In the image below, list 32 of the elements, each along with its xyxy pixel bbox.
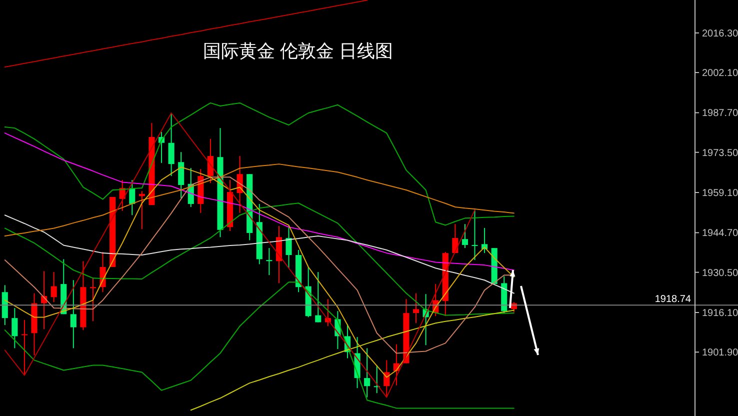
line-series bbox=[4, 102, 514, 226]
candlestick bbox=[178, 152, 184, 199]
y-tick-label: 1959.10 bbox=[702, 188, 738, 200]
line-series bbox=[4, 164, 514, 237]
y-tick-label: 1930.50 bbox=[702, 268, 738, 279]
candlestick bbox=[12, 308, 18, 349]
y-tick-label: 1901.90 bbox=[702, 348, 738, 359]
line-series bbox=[4, 112, 476, 398]
y-tick-label: 1944.70 bbox=[702, 228, 738, 240]
y-tick-label: 2002.10 bbox=[702, 68, 738, 80]
line-series bbox=[4, 132, 514, 271]
candlestick bbox=[472, 210, 478, 261]
candlestick bbox=[286, 225, 292, 269]
candlestick bbox=[412, 292, 420, 324]
candlestick bbox=[452, 224, 458, 254]
y-tick-label: 2016.30 bbox=[702, 28, 738, 40]
y-tick-label: 1916.10 bbox=[702, 308, 738, 319]
candlestick bbox=[70, 280, 76, 349]
candlestick bbox=[168, 112, 174, 177]
y-tick-label: 1973.50 bbox=[702, 148, 738, 159]
candlestick bbox=[21, 320, 28, 376]
candlestick bbox=[315, 272, 322, 323]
candlestick bbox=[50, 272, 57, 303]
text: 国际黄金 伦敦金 日线图 bbox=[202, 41, 394, 61]
candlestick bbox=[462, 224, 468, 249]
line-series bbox=[4, 214, 514, 294]
candlestick bbox=[207, 138, 214, 184]
line-series bbox=[4, 282, 514, 409]
ref-line-label: 1918.74 bbox=[654, 294, 692, 306]
y-tick-label: 1987.70 bbox=[702, 108, 738, 120]
line-series bbox=[4, 202, 514, 316]
candlestick bbox=[364, 348, 370, 398]
